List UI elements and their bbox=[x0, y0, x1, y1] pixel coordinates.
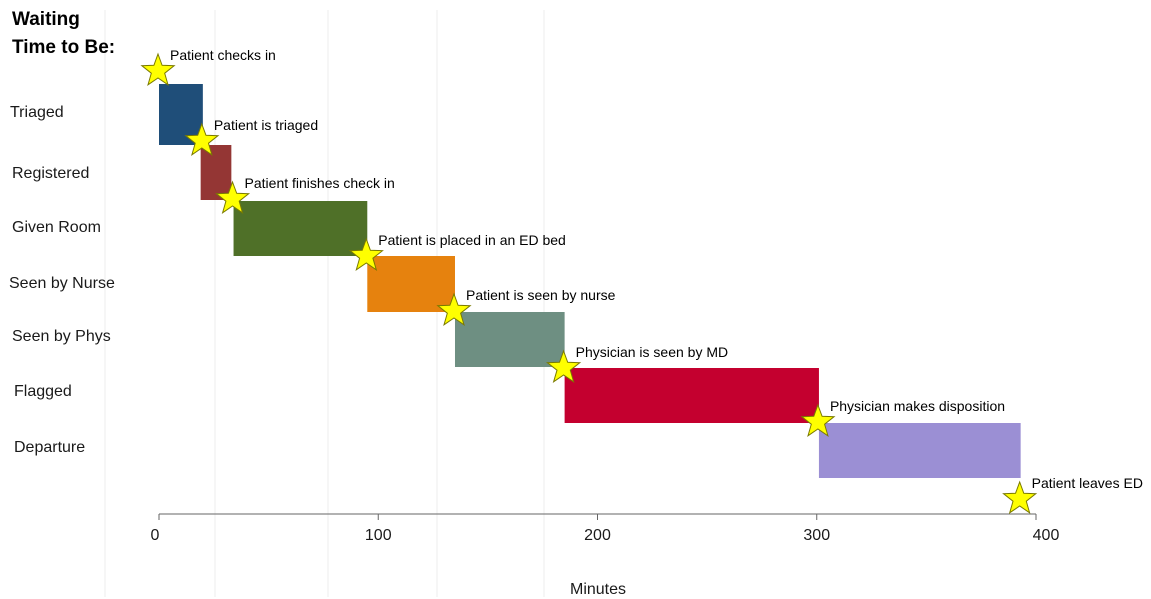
x-tick-label: 400 bbox=[1033, 527, 1060, 544]
category-label: Seen by Phys bbox=[12, 328, 111, 345]
category-label: Triaged bbox=[10, 104, 64, 121]
star-marker-icon bbox=[1002, 480, 1038, 514]
event-label: Patient finishes check in bbox=[245, 175, 395, 191]
category-label: Departure bbox=[14, 439, 85, 456]
bar bbox=[454, 312, 565, 367]
event-label: Physician is seen by MD bbox=[576, 344, 729, 360]
x-tick-label: 100 bbox=[365, 527, 392, 544]
bar bbox=[233, 201, 368, 256]
events: Patient checks in Patient is triaged Patie… bbox=[140, 47, 1143, 514]
bar bbox=[159, 84, 203, 145]
bar bbox=[818, 423, 1021, 478]
gridlines bbox=[104, 10, 545, 597]
bar bbox=[564, 368, 819, 423]
star-marker-icon bbox=[436, 292, 472, 326]
event-label: Patient is triaged bbox=[214, 117, 318, 133]
category-label: Registered bbox=[12, 165, 89, 182]
x-axis-label: Minutes bbox=[570, 581, 626, 598]
event-label: Patient checks in bbox=[170, 47, 276, 63]
star-marker-icon bbox=[348, 237, 384, 271]
x-axis: 0 100 200 300 400 bbox=[151, 513, 1060, 544]
event-label: Physician makes disposition bbox=[830, 398, 1005, 414]
event-label: Patient is placed in an ED bed bbox=[378, 232, 566, 248]
star-marker-icon bbox=[546, 349, 582, 383]
star-marker-icon bbox=[215, 180, 251, 214]
chart-title-line2: Time to Be: bbox=[12, 37, 115, 58]
category-label: Flagged bbox=[14, 383, 72, 400]
x-tick-label: 300 bbox=[803, 527, 830, 544]
bars bbox=[159, 84, 1021, 478]
event-label: Patient is seen by nurse bbox=[466, 287, 616, 303]
event-label: Patient leaves ED bbox=[1032, 475, 1143, 491]
chart-title: Waiting bbox=[12, 9, 80, 30]
bar bbox=[367, 256, 455, 312]
x-tick-label: 200 bbox=[584, 527, 611, 544]
category-label: Given Room bbox=[12, 219, 101, 236]
star-marker-icon bbox=[800, 403, 836, 437]
category-label: Seen by Nurse bbox=[9, 275, 115, 292]
x-tick-label: 0 bbox=[151, 527, 160, 544]
category-labels: Triaged Registered Given Room Seen by Nurse… bbox=[9, 104, 115, 456]
star-marker-icon bbox=[140, 52, 176, 86]
bar bbox=[200, 145, 232, 200]
star-marker-icon bbox=[184, 122, 220, 156]
